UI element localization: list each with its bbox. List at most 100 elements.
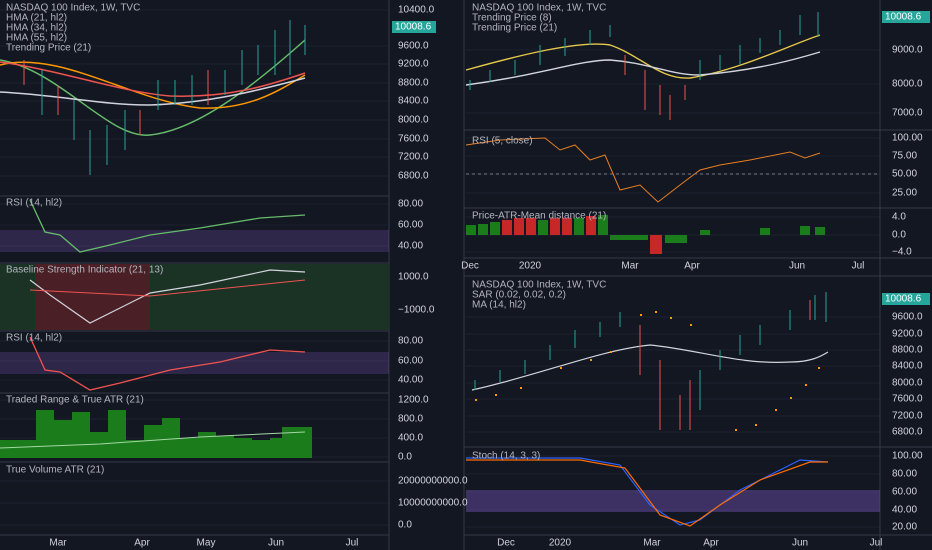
trend-8 — [465, 34, 821, 79]
axis-label: 8000.0 — [398, 115, 429, 126]
axis-label: 8800.0 — [892, 345, 923, 356]
rsi-band — [0, 230, 389, 252]
bsi-line — [29, 269, 306, 324]
stoch-k — [466, 457, 829, 526]
axis-label: 7200.0 — [398, 152, 429, 163]
time-label: Jun — [789, 261, 805, 272]
axis-label: 0.0 — [398, 452, 412, 463]
axis-label: 0.0 — [398, 520, 412, 531]
axis-label: 0.0 — [892, 230, 906, 241]
axis-label: 800.0 — [398, 414, 423, 425]
axis-label: 9200.0 — [398, 59, 429, 70]
price-tag — [882, 293, 930, 305]
bsi-signal — [29, 279, 306, 297]
legend-text: Stoch (14, 3, 3) — [472, 451, 540, 462]
time-label: Jun — [268, 538, 284, 549]
bsi-red-zone — [35, 264, 150, 330]
time-label: Mar — [621, 261, 639, 272]
axis-label: 8400.0 — [398, 96, 429, 107]
axis-label: 50.00 — [892, 169, 917, 180]
axis-label: 7600.0 — [892, 394, 923, 405]
axis-label: 1000.0 — [398, 272, 429, 283]
axis-label: 6800.0 — [398, 171, 429, 182]
axis-label: 60.00 — [398, 356, 423, 367]
atr-line — [0, 431, 306, 449]
axis-label: −4.0 — [892, 247, 912, 258]
axis-label: 8000.0 — [892, 79, 923, 90]
axis-label: 8000.0 — [892, 378, 923, 389]
axis-label: 8400.0 — [892, 361, 923, 372]
price-tag-text: 10008.6 — [885, 12, 922, 23]
legend-text: Trending Price (8) — [472, 13, 552, 24]
legend-text: Baseline Strength Indicator (21, 13) — [6, 265, 163, 276]
axis-label: 75.00 — [892, 151, 917, 162]
legend-text: SAR (0.02, 0.02, 0.2) — [472, 290, 566, 301]
ma-line — [471, 344, 829, 391]
candles-down — [639, 300, 811, 430]
legend-text: Trending Price (21) — [6, 43, 91, 54]
axis-label: 80.00 — [398, 199, 423, 210]
price-tag-text: 10008.6 — [395, 22, 432, 33]
axis-label: 7000.0 — [892, 108, 923, 119]
axis-label: 10400.0 — [398, 5, 435, 16]
legend-text: MA (14, hl2) — [472, 300, 526, 311]
legend-text: NASDAQ 100 Index, 1W, TVC — [472, 3, 606, 14]
axis-label: 1200.0 — [398, 395, 429, 406]
candles-down — [624, 55, 686, 120]
time-label: Jul — [346, 538, 359, 549]
axis-label: 60.00 — [398, 220, 423, 231]
axis-label: 40.00 — [398, 241, 423, 252]
time-label: Jul — [870, 538, 883, 549]
price-tag — [882, 11, 930, 23]
axis-label: 4.0 — [892, 212, 906, 223]
legend-text: HMA (55, hl2) — [6, 33, 67, 44]
time-label: Apr — [703, 538, 719, 549]
legend-text: RSI (14, hl2) — [6, 198, 62, 209]
dist-pos2 — [610, 235, 687, 243]
axis-label: 20000000000.0 — [398, 476, 468, 487]
legend-text: Price-ATR-Mean distance (21) — [472, 211, 606, 222]
time-label: Mar — [49, 538, 67, 549]
axis-label: 20.00 — [892, 522, 917, 533]
axis-label: 8800.0 — [398, 78, 429, 89]
axis-label: 9600.0 — [398, 41, 429, 52]
candles-up — [469, 12, 819, 90]
time-label: Dec — [461, 261, 479, 272]
axis-label: 400.0 — [398, 433, 423, 444]
rsi5-line — [465, 137, 821, 203]
axis-label: −1000.0 — [398, 305, 435, 316]
price-tag — [392, 21, 436, 33]
time-label: Jul — [852, 261, 865, 272]
candles-up — [474, 292, 827, 410]
legend-text: HMA (21, hl2) — [6, 13, 67, 24]
axis-label: 7600.0 — [398, 134, 429, 145]
legend-text: RSI (5, close) — [472, 136, 533, 147]
axis-label: 80.00 — [398, 336, 423, 347]
legend-text: HMA (34, hl2) — [6, 23, 67, 34]
trend-21 — [465, 51, 821, 86]
time-label: Mar — [643, 538, 661, 549]
legend-text: Traded Range & True ATR (21) — [6, 395, 144, 406]
axis-label: 25.00 — [892, 188, 917, 199]
axis-label: 9200.0 — [892, 329, 923, 340]
time-label: 2020 — [519, 261, 542, 272]
axis-label: 60.00 — [892, 487, 917, 498]
time-label: May — [197, 538, 216, 549]
time-label: Apr — [684, 261, 700, 272]
left-price-plot — [0, 20, 306, 175]
legend-text: NASDAQ 100 Index, 1W, TVC — [472, 280, 606, 291]
rsi-band — [0, 352, 389, 374]
time-label: 2020 — [549, 538, 572, 549]
atr-bars — [0, 410, 312, 458]
time-label: Apr — [134, 538, 150, 549]
legend-text: NASDAQ 100 Index, 1W, TVC — [6, 3, 140, 14]
legend-text: RSI (14, hl2) — [6, 333, 62, 344]
axis-label: 9000.0 — [892, 45, 923, 56]
rsi-line — [29, 199, 306, 253]
time-label: Jun — [792, 538, 808, 549]
axis-label: 6800.0 — [892, 427, 923, 438]
stoch-d — [466, 459, 828, 527]
price-tag-text: 10008.6 — [885, 294, 922, 305]
